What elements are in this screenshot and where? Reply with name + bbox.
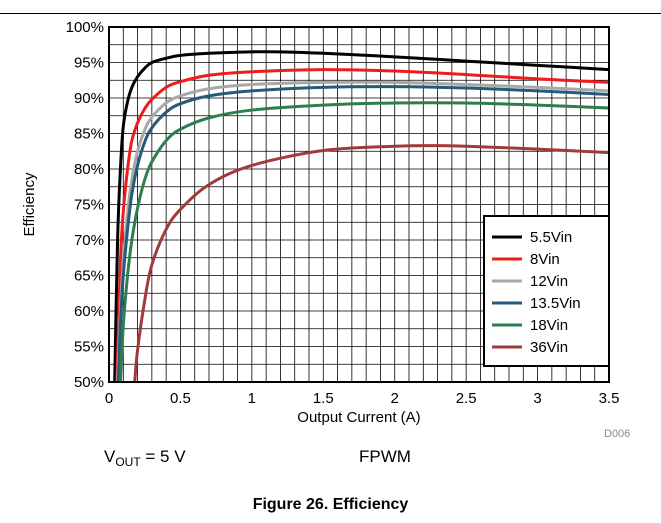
legend-label: 13.5Vin	[530, 295, 581, 312]
x-axis-label: Output Current (A)	[297, 409, 420, 426]
y-tick-label: 95%	[74, 55, 104, 72]
x-tick-label: 3	[533, 390, 541, 407]
series-line-13.5Vin	[116, 85, 609, 382]
x-tick-label: 0.5	[170, 390, 191, 407]
y-tick-label: 50%	[74, 374, 104, 391]
plot-frame	[108, 26, 610, 383]
figure-caption: Figure 26. Efficiency	[252, 496, 409, 513]
legend-label: 12Vin	[530, 273, 568, 290]
y-tick-label: 55%	[74, 339, 104, 356]
x-tick-label: 0	[105, 390, 113, 407]
x-tick-label: 1.5	[313, 390, 334, 407]
legend-label: 5.5Vin	[530, 229, 572, 246]
y-tick-label: 70%	[74, 232, 104, 249]
legend: 5.5Vin 8Vin 12Vin 13.5Vin 18Vin 36Vin	[483, 215, 610, 367]
vout-annotation: VOUT = 5 V	[104, 447, 186, 469]
tick-labels: 0 0.5 1 1.5 2 2.5 3 3.5 50% 55% 60% 65% 70% 75% 80% 85%…	[66, 19, 620, 407]
x-tick-label: 3.5	[599, 390, 620, 407]
y-tick-label: 65%	[74, 268, 104, 285]
series-line-12Vin	[116, 80, 609, 382]
x-tick-label: 2	[391, 390, 399, 407]
y-tick-label: 80%	[74, 161, 104, 178]
series-line-8Vin	[115, 68, 609, 382]
efficiency-chart: 0 0.5 1 1.5 2 2.5 3 3.5 50% 55% 60% 65% 70% 75% 80% 85%…	[21, 19, 620, 426]
top-rule	[0, 13, 661, 14]
y-tick-label: 75%	[74, 197, 104, 214]
series-lines	[113, 50, 609, 382]
legend-box	[483, 215, 610, 367]
y-tick-label: 100%	[66, 19, 104, 36]
y-tick-label: 60%	[74, 303, 104, 320]
grid-lines	[109, 27, 609, 382]
legend-label: 36Vin	[530, 339, 568, 356]
x-tick-label: 1	[248, 390, 256, 407]
y-axis-label: Efficiency	[21, 172, 38, 236]
series-line-36Vin	[133, 144, 609, 382]
y-tick-label: 85%	[74, 126, 104, 143]
series-line-18Vin	[118, 101, 609, 382]
legend-label: 18Vin	[530, 317, 568, 334]
legend-label: 8Vin	[530, 251, 560, 268]
figure-code: D006	[604, 428, 631, 440]
series-line-5.5Vin	[113, 50, 609, 382]
x-tick-label: 2.5	[456, 390, 477, 407]
mode-annotation: FPWM	[359, 447, 411, 466]
y-tick-label: 90%	[74, 90, 104, 107]
